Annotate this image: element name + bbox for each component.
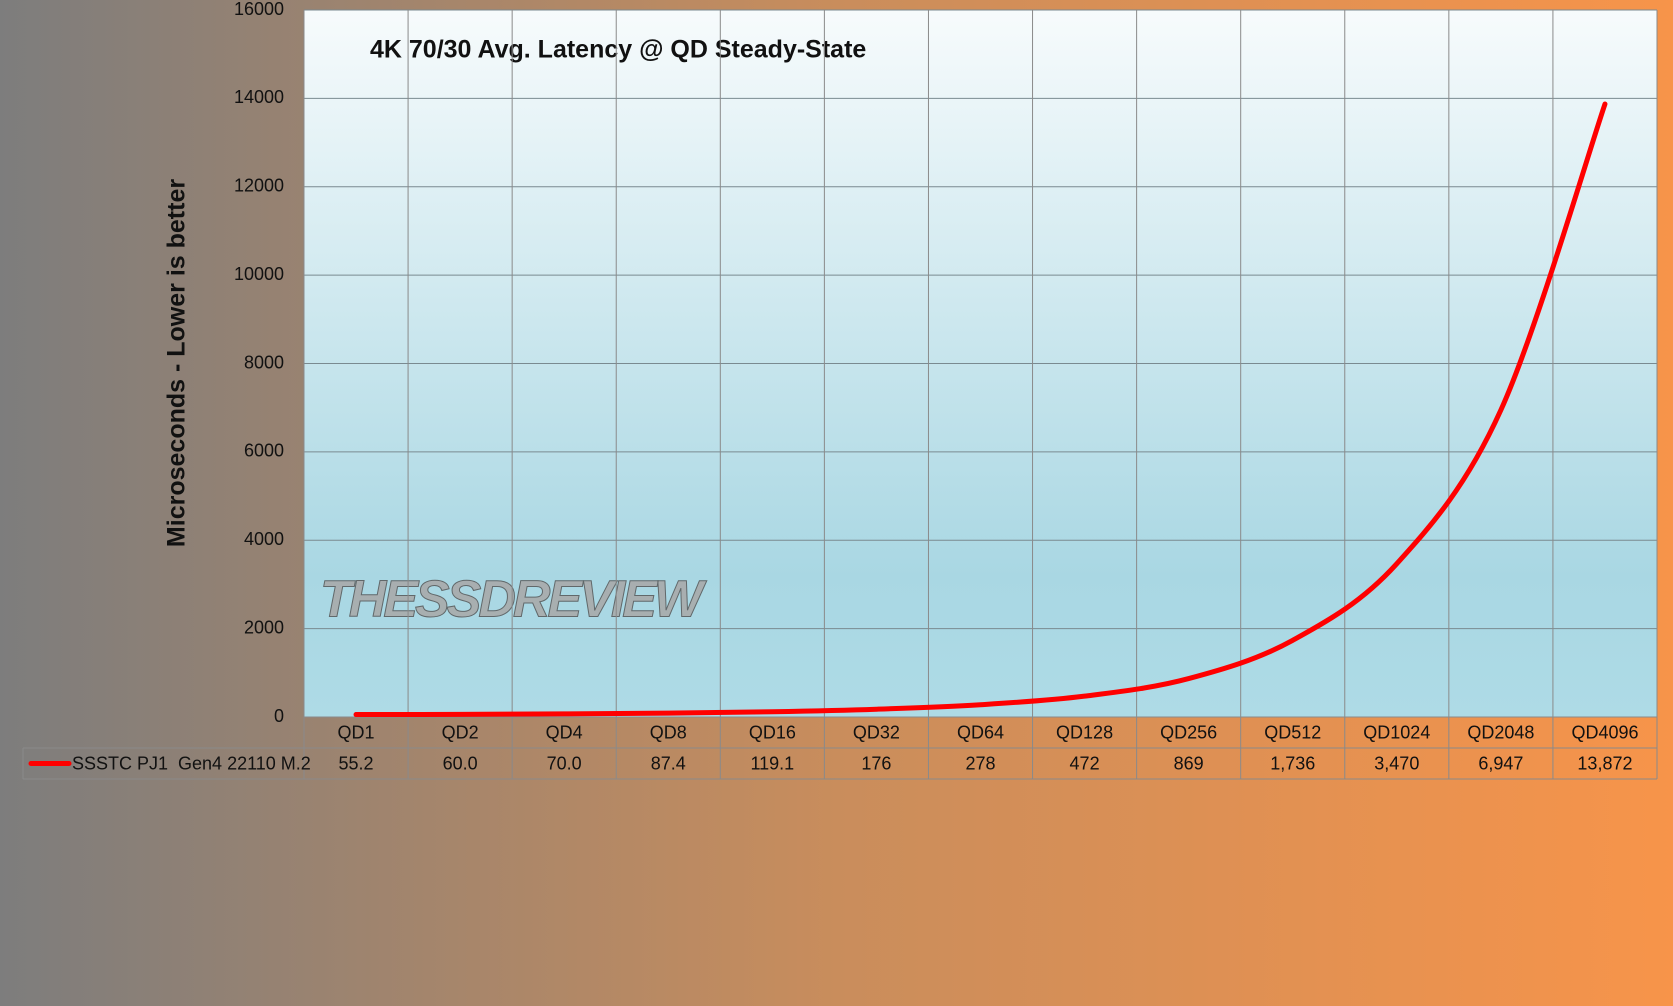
data-label: 3,470: [1374, 753, 1419, 773]
y-tick-label: 10000: [234, 264, 284, 284]
y-tick-label: 8000: [244, 352, 284, 372]
y-tick-label: 14000: [234, 87, 284, 107]
y-tick-label: 6000: [244, 441, 284, 461]
data-label: 176: [861, 753, 891, 773]
y-axis-label: Microseconds - Lower is better: [163, 179, 191, 547]
data-label: 6,947: [1478, 753, 1523, 773]
x-tick-label: QD512: [1264, 722, 1321, 742]
data-label: 119.1: [750, 753, 794, 773]
data-label: 869: [1174, 753, 1204, 773]
chart-title: 4K 70/30 Avg. Latency @ QD Steady-State: [370, 36, 866, 64]
data-label: 70.0: [547, 753, 582, 773]
x-tick-label: QD2: [442, 722, 479, 742]
x-tick-label: QD128: [1056, 722, 1113, 742]
x-tick-label: QD32: [853, 722, 900, 742]
x-tick-label: QD1: [338, 722, 375, 742]
x-tick-label: QD2048: [1467, 722, 1534, 742]
x-tick-label: QD4096: [1571, 722, 1638, 742]
data-label: 1,736: [1270, 753, 1315, 773]
x-tick-label: QD16: [749, 722, 796, 742]
legend-label: SSSTC PJ1 Gen4 22110 M.2: [72, 753, 311, 773]
data-label: 472: [1070, 753, 1100, 773]
x-tick-label: QD4: [546, 722, 583, 742]
watermark: THESSDREVIEW: [320, 571, 707, 629]
data-label: 13,872: [1577, 753, 1632, 773]
y-tick-label: 2000: [244, 617, 284, 637]
y-tick-label: 16000: [234, 0, 284, 19]
line: [353, 101, 1608, 718]
y-tick-label: 0: [274, 706, 284, 726]
y-tick-label: 12000: [234, 176, 284, 196]
x-tick-label: QD256: [1160, 722, 1217, 742]
y-tick-label: 4000: [244, 529, 284, 549]
data-label: 278: [965, 753, 995, 773]
x-tick-label: QD1024: [1363, 722, 1430, 742]
data-label: 55.2: [339, 753, 374, 773]
data-label: 60.0: [443, 753, 478, 773]
x-tick-label: QD64: [957, 722, 1004, 742]
x-tick-label: QD8: [650, 722, 687, 742]
data-label: 87.4: [651, 753, 686, 773]
